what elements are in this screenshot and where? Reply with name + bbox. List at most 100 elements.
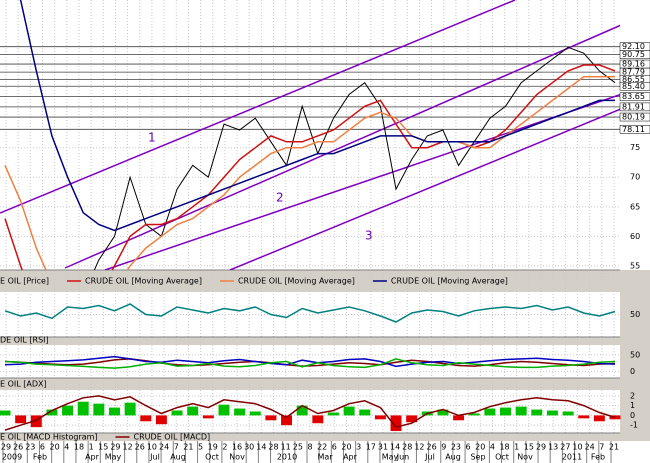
histogram-bar: [406, 415, 418, 423]
month-label: May: [105, 453, 122, 462]
day-label: 28: [268, 443, 278, 452]
month-label: Mar: [317, 453, 333, 462]
level-label: 86.55: [622, 75, 645, 84]
level-box: [619, 102, 650, 112]
annotation: 2: [276, 191, 284, 205]
y-tick-label: 55: [630, 261, 640, 270]
day-label: 11: [281, 443, 291, 452]
level-label: 90.75: [622, 50, 645, 59]
day-label: 23: [25, 443, 35, 452]
series-group: [4, 303, 616, 323]
day-label: 24: [585, 443, 595, 452]
level-box: [619, 50, 650, 59]
histogram-bar: [15, 415, 27, 424]
day-label: 29: [110, 443, 120, 452]
day-label: 29: [536, 443, 546, 452]
y-tick-label: 65: [630, 202, 640, 211]
day-label: 26: [13, 443, 23, 452]
day-label: 18: [74, 443, 84, 452]
annotation: 1: [148, 131, 156, 145]
histogram-bar: [484, 408, 496, 416]
histogram-bar: [0, 410, 11, 416]
month-label: 2009: [2, 453, 22, 462]
legend-label: E OIL [ADX]: [0, 380, 47, 389]
y-tick-label: 50: [630, 350, 640, 359]
series-group: [4, 355, 616, 369]
histogram-bar: [155, 415, 167, 425]
legend-label: E OIL [Price]: [0, 277, 49, 286]
day-label: 4: [64, 443, 69, 452]
day-label: 13: [548, 443, 558, 452]
month-label: 2011: [562, 453, 582, 462]
histogram-bar: [500, 407, 511, 416]
day-label: 17: [366, 443, 376, 452]
series-line: [93, 46, 616, 270]
day-label: 21: [183, 443, 193, 452]
day-label: 7: [599, 443, 604, 452]
day-label: 24: [159, 443, 169, 452]
histogram-bar: [593, 415, 605, 422]
channel-line: [64, 24, 620, 269]
day-label: 20: [341, 443, 351, 452]
day-label: 6: [40, 443, 45, 452]
histogram-bar: [531, 409, 543, 416]
month-label: 2010: [277, 453, 297, 462]
day-label: 10: [572, 443, 582, 452]
histogram-bar: [30, 415, 42, 428]
histogram-bar: [515, 406, 527, 416]
day-label: 12: [123, 443, 133, 452]
y-tick-label: 70: [630, 173, 640, 182]
histogram-bar: [390, 415, 402, 432]
day-label: 26: [135, 443, 145, 452]
channel-line: [229, 108, 620, 270]
histogram-bar: [62, 405, 74, 416]
day-label: 27: [560, 443, 570, 452]
day-label: 5: [198, 443, 203, 452]
month-label: Sep: [470, 453, 485, 462]
level-label: 83.65: [622, 92, 645, 101]
day-label: 10: [147, 443, 157, 452]
histogram-bar: [453, 415, 465, 421]
month-label: Jul: [424, 453, 435, 462]
series-line: [4, 303, 616, 323]
day-label: 28: [402, 443, 412, 452]
legend-label: DE OIL [RSI]: [0, 336, 49, 345]
month-label: Nov: [229, 453, 245, 462]
y-tick-label: 2: [630, 391, 635, 400]
legend-label: E OIL [MACD Histogram]: [0, 433, 98, 442]
histogram-bar: [93, 403, 105, 416]
histogram-bar: [437, 409, 449, 416]
histogram-bar: [46, 409, 58, 416]
day-label: 8: [307, 443, 312, 452]
level-box: [619, 112, 650, 122]
day-label: 4: [490, 443, 495, 452]
series-line: [4, 64, 616, 270]
day-label: 15: [98, 443, 108, 452]
histogram-bar: [249, 411, 261, 416]
histogram-bar: [234, 408, 246, 416]
histogram-bar: [374, 415, 386, 420]
y-tick-label: 75: [630, 143, 640, 152]
day-label: 1: [89, 443, 94, 452]
month-label: Feb: [591, 453, 605, 462]
day-label: 9: [441, 443, 446, 452]
channel-line: [104, 93, 620, 270]
level-label: 78.11: [622, 125, 645, 134]
month-label: Apr: [343, 453, 358, 462]
histogram-bar: [265, 415, 277, 421]
histogram-bar: [296, 405, 308, 416]
level-label: 85.40: [622, 82, 645, 91]
level-label: 80.19: [622, 113, 645, 122]
month-label: Aug: [445, 453, 461, 462]
month-label: Jul: [149, 453, 160, 462]
price-axis: [620, 0, 650, 270]
series-line: [4, 358, 616, 367]
day-label: 20: [475, 443, 485, 452]
day-label: 20: [50, 443, 60, 452]
day-label: 16: [232, 443, 242, 452]
day-label: 6: [332, 443, 337, 452]
day-label: 6: [466, 443, 471, 452]
month-label: Feb: [33, 453, 47, 462]
day-label: 3: [356, 443, 361, 452]
